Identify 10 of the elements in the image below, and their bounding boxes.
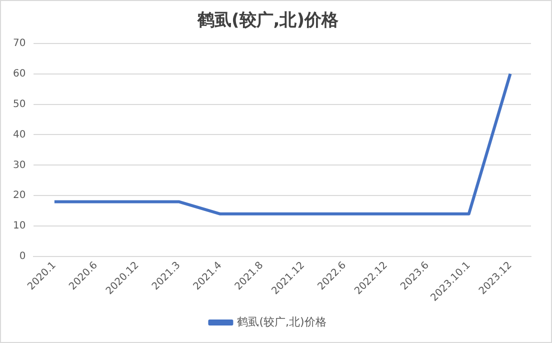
chart-title: 鹤虱(较广,北)价格	[196, 10, 340, 31]
y-tick-label: 20	[12, 190, 26, 202]
y-tick-label: 0	[19, 251, 26, 262]
y-tick-label: 50	[12, 98, 26, 110]
y-tick-label: 40	[12, 129, 26, 140]
y-tick-label: 60	[12, 68, 26, 80]
y-tick-label: 30	[12, 160, 26, 171]
legend-label: 鹤虱(较广,北)价格	[237, 315, 326, 328]
y-tick-label: 10	[12, 220, 26, 232]
y-tick-label: 70	[12, 38, 26, 49]
